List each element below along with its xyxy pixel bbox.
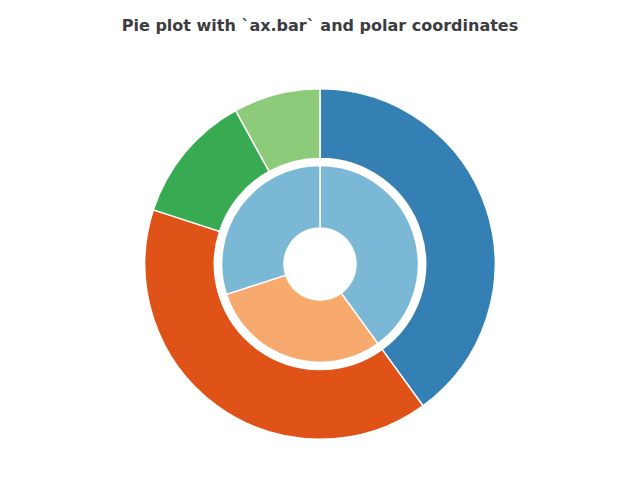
svg-text:Pie plot with `ax.bar` and pol: Pie plot with `ax.bar` and polar coordin… (122, 16, 518, 35)
